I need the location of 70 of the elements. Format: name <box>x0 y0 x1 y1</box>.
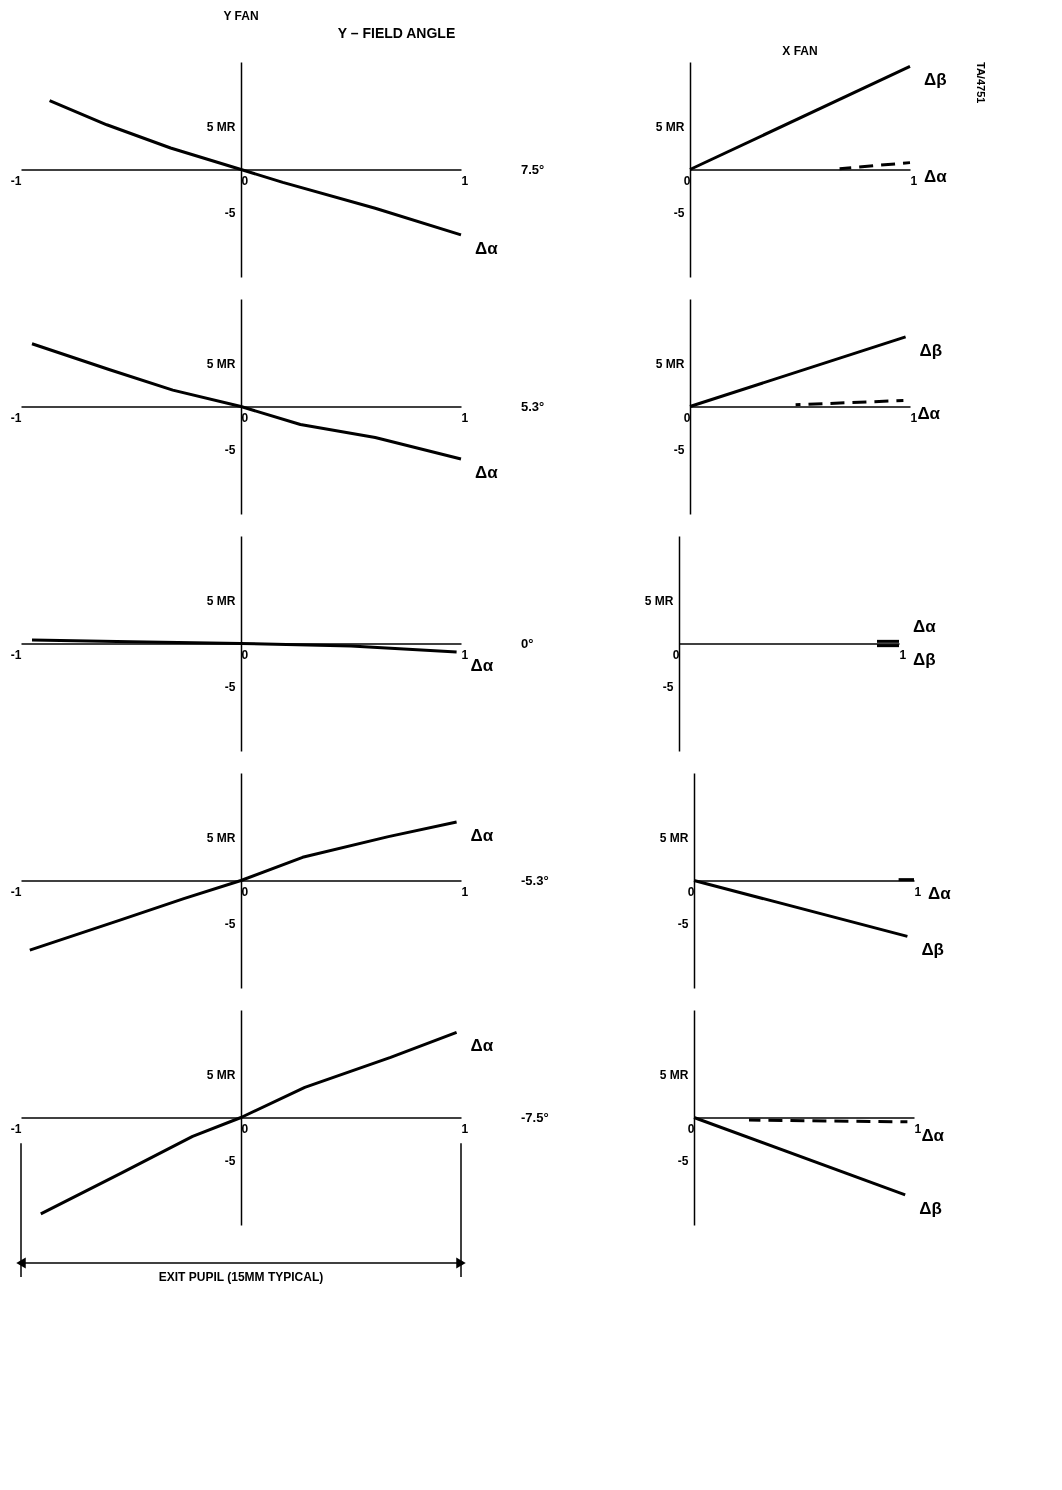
series-label: Δβ <box>919 340 943 360</box>
series-label: Δα <box>470 656 494 676</box>
y-tick-label: -5 <box>224 443 236 457</box>
x-tick-label: 1 <box>910 174 918 188</box>
x-tick-label: 0 <box>687 1122 695 1136</box>
series-label: Δβ <box>921 940 945 960</box>
text: 5.3° <box>521 398 545 414</box>
x-tick-label: 1 <box>461 174 469 188</box>
y-tick-label: -5 <box>224 206 236 220</box>
text: -5.3° <box>521 872 549 888</box>
y-tick-label: 5 MR <box>206 120 236 134</box>
x-tick-label: 1 <box>461 648 469 662</box>
x-tick-label: 0 <box>241 885 249 899</box>
chart-title: X FAN <box>782 44 818 58</box>
x-tick-label: 1 <box>899 648 907 662</box>
x-tick-label: 1 <box>914 1122 922 1136</box>
series-label: Δα <box>470 1036 494 1056</box>
series-label: Δα <box>475 462 499 482</box>
series-label: Δα <box>928 883 952 903</box>
y-tick-label: 5 MR <box>644 594 674 608</box>
y-tick-label: 5 MR <box>206 594 236 608</box>
y-tick-label: 5 MR <box>655 120 685 134</box>
x-tick-label: 0 <box>672 648 680 662</box>
chart-title: Y FAN <box>223 9 259 23</box>
x-tick-label: -1 <box>10 174 22 188</box>
text: EXIT PUPIL (15MM TYPICAL) <box>158 1270 324 1284</box>
x-tick-label: 0 <box>241 411 249 425</box>
text: TA/4751 <box>975 62 987 104</box>
series-label: Δβ <box>913 649 936 669</box>
y-tick-label: -5 <box>677 917 689 931</box>
x-tick-label: -1 <box>10 1122 22 1136</box>
x-tick-label: -1 <box>10 411 22 425</box>
series-label: Δβ <box>924 70 947 90</box>
x-tick-label: 0 <box>683 174 691 188</box>
series-label: Δα <box>917 404 941 424</box>
y-tick-label: 5 MR <box>206 831 236 845</box>
series-label: Δα <box>924 166 948 186</box>
series-label: Δβ <box>919 1198 942 1218</box>
x-tick-label: -1 <box>10 648 22 662</box>
y-tick-label: 5 MR <box>206 1068 236 1082</box>
x-tick-label: -1 <box>10 885 22 899</box>
series-label: Δα <box>921 1125 945 1145</box>
series-label: Δα <box>470 826 494 846</box>
x-tick-label: 0 <box>241 174 249 188</box>
x-tick-label: 1 <box>914 885 922 899</box>
x-tick-label: 1 <box>461 411 469 425</box>
y-tick-label: 5 MR <box>659 1068 689 1082</box>
text: -7.5° <box>521 1109 549 1125</box>
series-label: Δα <box>913 617 937 637</box>
x-tick-label: 0 <box>683 411 691 425</box>
x-tick-label: 0 <box>241 648 249 662</box>
y-tick-label: -5 <box>673 206 685 220</box>
text: Y – FIELD ANGLE <box>337 25 456 41</box>
y-tick-label: -5 <box>673 443 685 457</box>
x-tick-label: 1 <box>461 885 469 899</box>
y-tick-label: -5 <box>224 1154 236 1168</box>
x-tick-label: 1 <box>910 411 918 425</box>
x-tick-label: 0 <box>687 885 695 899</box>
x-tick-label: 0 <box>241 1122 249 1136</box>
y-tick-label: 5 MR <box>206 357 236 371</box>
x-tick-label: 1 <box>461 1122 469 1136</box>
y-tick-label: -5 <box>224 680 236 694</box>
y-tick-label: -5 <box>677 1154 689 1168</box>
y-tick-label: -5 <box>224 917 236 931</box>
y-tick-label: -5 <box>662 680 674 694</box>
series-label: Δα <box>475 238 499 258</box>
y-tick-label: 5 MR <box>655 357 685 371</box>
text: 0° <box>521 635 534 651</box>
text: 7.5° <box>521 161 545 177</box>
y-tick-label: 5 MR <box>659 831 689 845</box>
